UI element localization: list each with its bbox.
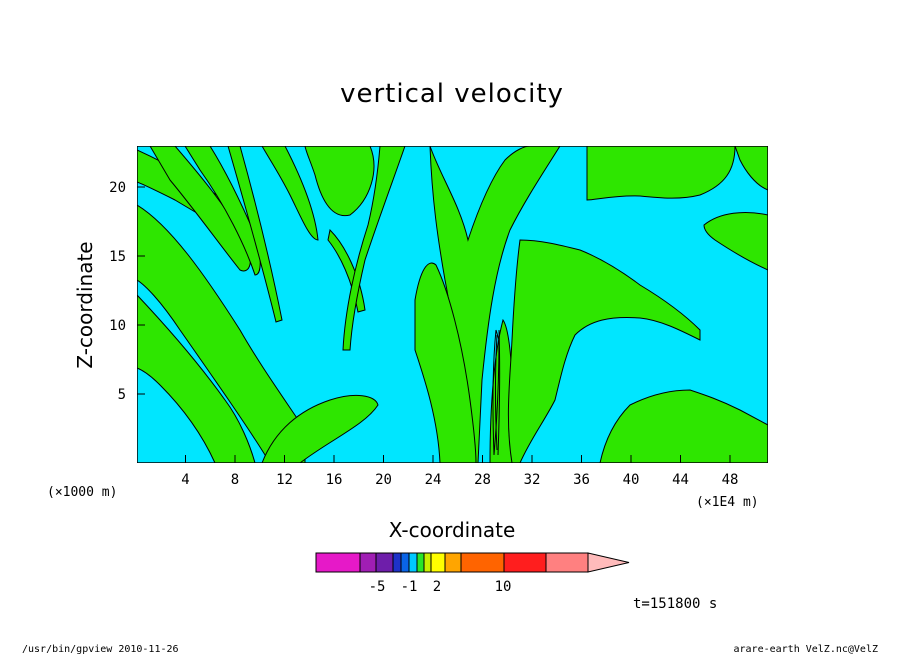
- updraft-region-streak-2: [261, 146, 319, 241]
- y-tick-labels: 5 10 15 20: [109, 180, 126, 403]
- updraft-region-lower-center: [261, 394, 379, 463]
- x-tick-label: 12: [276, 472, 293, 488]
- colorbar-segment: [392, 552, 402, 573]
- x-tick-label: 4: [181, 472, 189, 488]
- colorbar-label: 10: [495, 579, 512, 595]
- colorbar-segment: [423, 552, 432, 573]
- plot-area: [137, 146, 768, 463]
- x-tick-label: 36: [573, 472, 590, 488]
- colorbar-segment: [359, 552, 377, 573]
- x-unit-left: (×1000 m): [47, 485, 117, 500]
- chart-title: vertical velocity: [340, 79, 564, 109]
- updraft-region-upper-center: [304, 146, 375, 217]
- colorbar-extend-arrow: [587, 552, 630, 573]
- footer-right: arare-earth_VelZ.nc@VelZ: [734, 644, 879, 654]
- x-tick-label: 44: [672, 472, 689, 488]
- colorbar-segment: [545, 552, 589, 573]
- colorbar-segment: [400, 552, 410, 573]
- updraft-region-column-d: [507, 239, 701, 463]
- colorbar-segment: [460, 552, 505, 573]
- strong-updraft-core: [492, 329, 501, 456]
- y-axis-label: Z-coordinate: [73, 241, 97, 368]
- y-tick-label: 10: [109, 318, 126, 334]
- colorbar-segment: [375, 552, 394, 573]
- colorbar-segment: [416, 552, 425, 573]
- updraft-region-right-mid: [703, 211, 768, 271]
- x-tick-label: 16: [326, 472, 343, 488]
- x-unit-right: (×1E4 m): [696, 495, 759, 510]
- time-label: t=151800 s: [633, 596, 717, 612]
- colorbar-segment: [503, 552, 547, 573]
- colorbar-labels: -5 -1 2 10: [369, 579, 512, 595]
- x-tick-labels: 4 8 12 16 20 24 28 32 36 40 44 48: [181, 472, 738, 488]
- updraft-region-lower-right: [599, 389, 768, 463]
- colorbar-label: -5: [369, 579, 386, 595]
- y-tick-label: 15: [109, 249, 126, 265]
- y-tick-label: 5: [118, 387, 126, 403]
- colorbar-segment: [408, 552, 418, 573]
- updraft-region-streak-1: [227, 146, 283, 323]
- updraft-region-upper-right-1: [586, 146, 736, 201]
- x-tick-label: 8: [231, 472, 239, 488]
- x-tick-label: 32: [524, 472, 541, 488]
- x-tick-label: 24: [425, 472, 442, 488]
- colorbar-segment: [444, 552, 462, 573]
- x-axis-label: X-coordinate: [389, 518, 516, 542]
- colorbar-segment: [430, 552, 446, 573]
- colorbar-label: -1: [401, 579, 418, 595]
- core-contour-3: [497, 329, 501, 456]
- core-contour-2: [495, 334, 498, 451]
- y-tick-label: 20: [109, 180, 126, 196]
- x-tick-label: 20: [375, 472, 392, 488]
- x-axis: [185, 455, 731, 463]
- x-tick-label: 48: [722, 472, 739, 488]
- colorbar-segment: [315, 552, 361, 573]
- colorbar: [315, 552, 630, 573]
- x-tick-label: 40: [623, 472, 640, 488]
- updraft-region-column-b: [414, 262, 477, 463]
- updraft-region-upper-left-3: [184, 146, 261, 276]
- footer-left: /usr/bin/gpview 2010-11-26: [22, 644, 179, 654]
- colorbar-label: 2: [433, 579, 441, 595]
- updraft-region-upper-left-2: [149, 146, 251, 272]
- core-contour-1: [492, 329, 500, 456]
- x-tick-label: 28: [474, 472, 491, 488]
- positive-velocity-regions: [137, 146, 768, 463]
- y-axis: [137, 186, 145, 395]
- updraft-region-center-right: [342, 146, 406, 351]
